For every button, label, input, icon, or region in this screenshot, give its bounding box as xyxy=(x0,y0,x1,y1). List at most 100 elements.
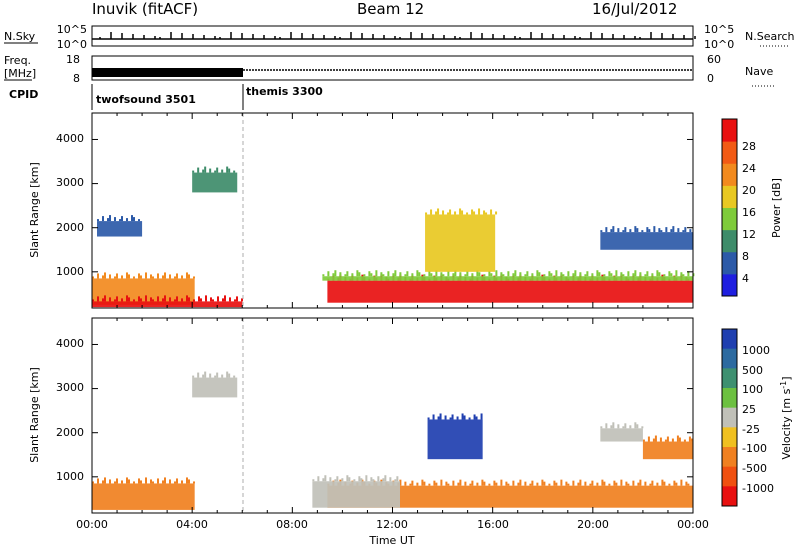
vel-region-3-fringe-2 xyxy=(437,416,440,420)
power-region-3-fringe-23 xyxy=(416,270,419,277)
vel-region-1-fringe-23 xyxy=(421,479,424,486)
vel-region-1-fringe-48 xyxy=(519,479,522,486)
power-region-5-fringe-1 xyxy=(197,167,200,173)
power-region-0-fringe-2 xyxy=(102,275,104,279)
power-axis-ticks xyxy=(91,113,694,308)
power-region-3-fringe-4 xyxy=(339,272,342,277)
power-region-1-fringe-27 xyxy=(200,298,202,302)
power-region-3-fringe-80 xyxy=(644,274,647,277)
vel-region-1-fringe-77 xyxy=(637,482,640,486)
vel-region-1-fringe-58 xyxy=(560,479,563,486)
x-axis-label: Time UT xyxy=(368,534,414,547)
vel-region-0-fringe-2 xyxy=(102,480,104,484)
power-region-6-fringe-10 xyxy=(641,230,644,233)
vel-region-0-fringe-14 xyxy=(150,479,152,484)
vel-region-1-fringe-54 xyxy=(543,481,546,486)
power-cbar-swatch-1 xyxy=(722,251,737,275)
power-region-0-fringe-15 xyxy=(152,276,154,279)
vel-region-1-fringe-21 xyxy=(411,480,414,486)
vel-region-1-fringe-72 xyxy=(615,482,618,486)
power-region-6-fringe-12 xyxy=(648,229,651,233)
power-region-1-fringe-6 xyxy=(116,296,118,302)
vel-region-6-fringe-10 xyxy=(641,426,644,429)
xtick-1: 04:00 xyxy=(176,518,208,531)
power-region-3-fringe-18 xyxy=(394,270,397,277)
power-region-3-fringe-12 xyxy=(370,273,373,277)
power-region-3-fringe-7 xyxy=(351,273,354,277)
vel-region-6-fringe-7 xyxy=(629,425,632,429)
vel-region-5-fringe-8 xyxy=(676,435,679,442)
power-region-3-fringe-29 xyxy=(440,272,443,277)
power-region-4-fringe-10 xyxy=(466,212,469,215)
vel-region-6-fringe-8 xyxy=(634,422,637,429)
vel-region-6-fringe-9 xyxy=(636,424,639,429)
power-region-4-fringe-16 xyxy=(490,209,493,215)
vel-region-3-fringe-7 xyxy=(456,416,459,420)
vel-region-2-fringe-5 xyxy=(334,479,337,482)
vel-region-1-fringe-44 xyxy=(505,481,508,486)
vel-region-2-fringe-4 xyxy=(329,477,332,482)
power-region-1-fringe-24 xyxy=(188,297,190,302)
velocity-ytick-4000: 4000 xyxy=(56,337,84,350)
freq-left-label: Freq. xyxy=(4,54,31,67)
power-region-3-fringe-9 xyxy=(358,272,361,277)
vel-region-3-fringe-10 xyxy=(468,417,471,420)
power-region-3-fringe-1 xyxy=(327,271,330,277)
power-region-3-fringe-65 xyxy=(584,274,587,277)
vel-region-1-fringe-64 xyxy=(584,481,587,486)
power-region-6-fringe-9 xyxy=(636,228,639,233)
power-region-0-fringe-19 xyxy=(169,274,171,279)
vel-region-6-fringe-1 xyxy=(605,423,608,429)
power-region-4-fringe-15 xyxy=(485,212,488,215)
power-region-1-fringe-37 xyxy=(241,298,243,302)
vel-region-0-fringe-15 xyxy=(152,481,154,484)
power-region-3-fringe-86 xyxy=(668,271,671,277)
power-region-1-fringe-20 xyxy=(174,299,176,302)
power-region-1 xyxy=(92,301,243,308)
power-region-7 xyxy=(97,221,143,237)
xtick-6: 00:00 xyxy=(677,518,709,531)
power-region-3-fringe-41 xyxy=(488,271,491,277)
vel-region-5-fringe-7 xyxy=(671,438,674,442)
power-region-1-fringe-28 xyxy=(205,295,207,302)
vel-region-1-fringe-52 xyxy=(536,482,539,486)
power-region-6-fringe-16 xyxy=(665,227,668,233)
vel-region-2-fringe-3 xyxy=(324,475,327,482)
vel-region-1-fringe-37 xyxy=(476,482,479,486)
power-region-4-fringe-8 xyxy=(459,208,462,215)
vel-region-1-fringe-18 xyxy=(399,479,402,486)
power-region-3-fringe-20 xyxy=(404,274,407,277)
power-region-0-fringe-1 xyxy=(97,273,99,279)
power-region-0-fringe-5 xyxy=(114,276,116,279)
power-region-1-fringe-18 xyxy=(164,295,166,302)
vel-region-1-fringe-22 xyxy=(416,482,419,486)
vel-region-3-fringe-12 xyxy=(475,416,478,420)
vel-region-2-fringe-14 xyxy=(370,477,373,482)
vel-region-3-fringe-11 xyxy=(473,414,476,420)
vel-region-0-fringe-25 xyxy=(193,481,195,484)
vel-cbar-label-main: Velocity [m s xyxy=(780,388,793,459)
power-region-3-fringe-8 xyxy=(356,270,359,277)
power-region-4-fringe-2 xyxy=(435,211,438,215)
power-region-3-fringe-3 xyxy=(334,270,337,277)
power-region-0-fringe-14 xyxy=(150,274,152,279)
vel-region-1-fringe-30 xyxy=(447,483,450,486)
vel-region-2 xyxy=(312,481,401,508)
vel-region-1-fringe-88 xyxy=(680,479,683,486)
power-region-3-fringe-45 xyxy=(502,274,505,277)
vel-region-1-fringe-87 xyxy=(675,482,678,486)
vel-region-1 xyxy=(327,485,693,508)
vel-region-1-fringe-80 xyxy=(649,483,652,486)
vel-region-1-fringe-74 xyxy=(625,481,628,486)
power-region-1-fringe-31 xyxy=(217,296,219,302)
power-region-3-fringe-50 xyxy=(524,274,527,277)
power-region-3-fringe-48 xyxy=(514,270,517,277)
vel-region-1-fringe-71 xyxy=(613,480,616,486)
power-region-7-fringe-0 xyxy=(97,219,100,222)
vel-region-1-fringe-47 xyxy=(517,482,520,486)
power-region-6-fringe-22 xyxy=(689,229,692,233)
vel-region-6-fringe-4 xyxy=(617,424,620,429)
power-region-2 xyxy=(327,280,693,303)
vel-region-4 xyxy=(192,377,238,398)
vel-region-0-fringe-1 xyxy=(97,478,99,484)
